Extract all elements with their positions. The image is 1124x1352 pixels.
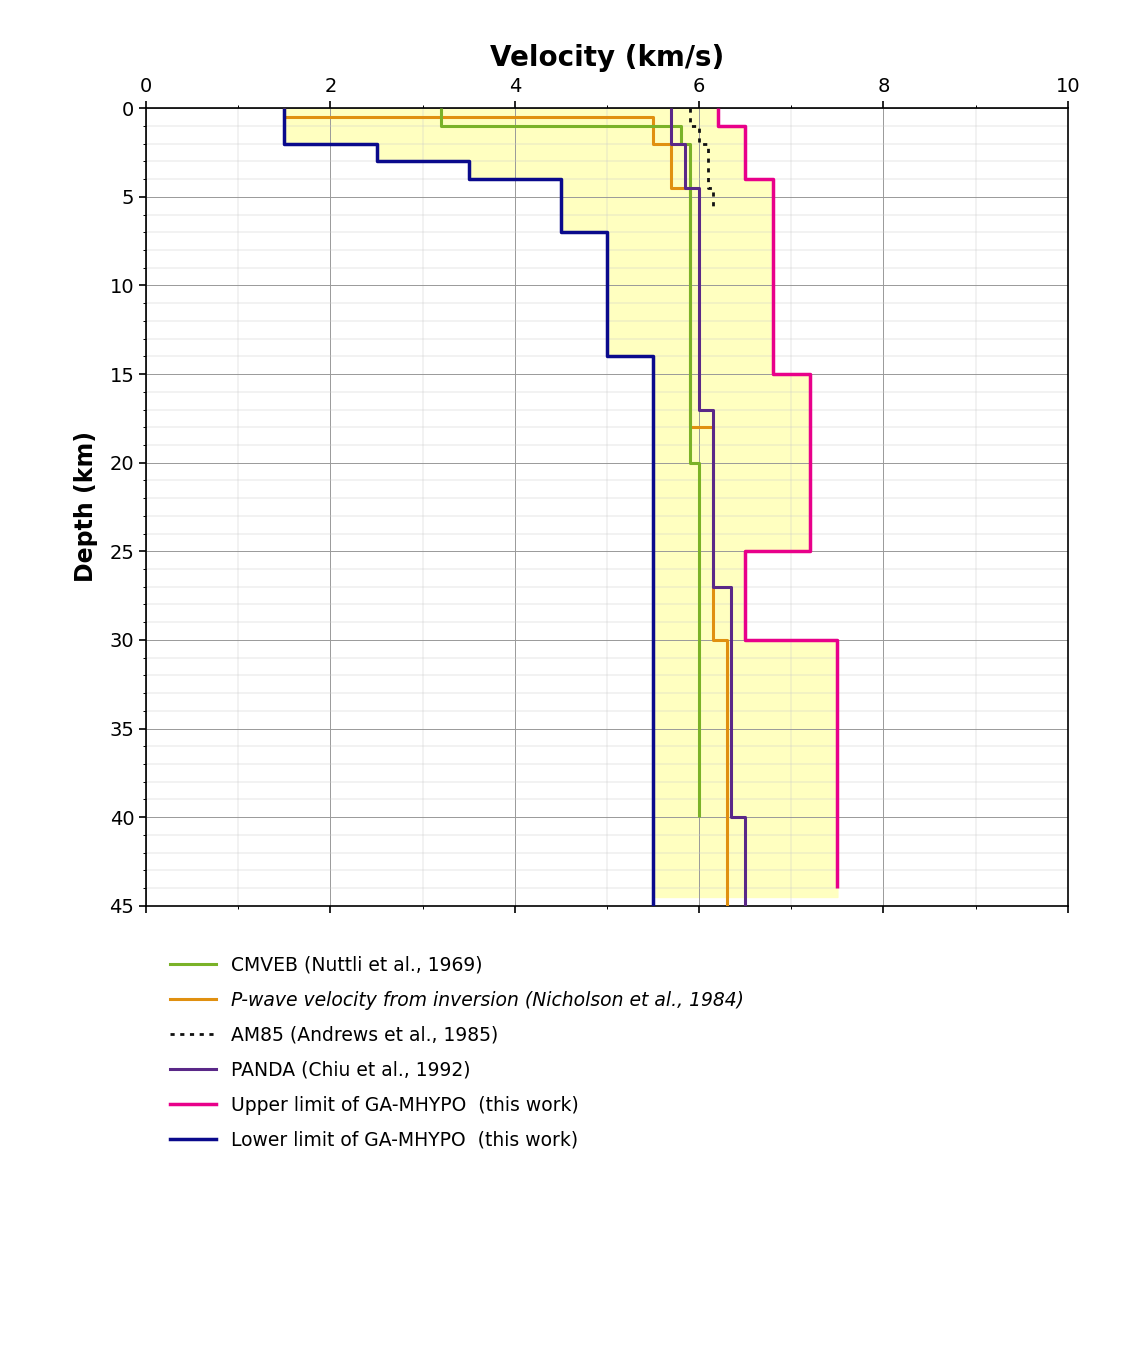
- Y-axis label: Depth (km): Depth (km): [74, 431, 98, 583]
- Title: Velocity (km/s): Velocity (km/s): [490, 45, 724, 73]
- Legend: CMVEB (Nuttli et al., 1969), P-wave velocity from inversion (Nicholson et al., 1: CMVEB (Nuttli et al., 1969), P-wave velo…: [170, 956, 744, 1149]
